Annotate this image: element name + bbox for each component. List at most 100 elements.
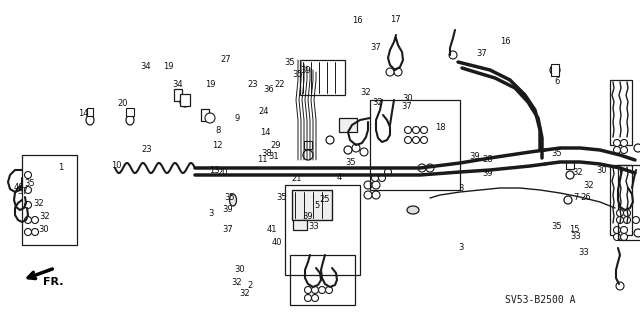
- Circle shape: [24, 172, 31, 179]
- Text: 12: 12: [212, 141, 223, 150]
- Circle shape: [623, 217, 630, 224]
- Circle shape: [404, 137, 412, 144]
- Text: 32: 32: [372, 98, 383, 107]
- Text: 39: 39: [470, 152, 480, 161]
- Text: 33: 33: [308, 222, 319, 231]
- Text: 15: 15: [570, 225, 580, 234]
- Bar: [180, 94, 190, 106]
- Text: 8: 8: [215, 126, 220, 135]
- Text: 24: 24: [259, 107, 269, 116]
- Ellipse shape: [230, 194, 237, 206]
- Text: 23: 23: [248, 80, 258, 89]
- Bar: [618, 165, 640, 240]
- Circle shape: [344, 146, 352, 154]
- Text: 39: 39: [302, 212, 312, 221]
- Circle shape: [326, 136, 334, 144]
- Text: 16: 16: [352, 16, 362, 25]
- Text: 18: 18: [435, 123, 445, 132]
- Text: 33: 33: [579, 248, 589, 256]
- Text: 27: 27: [220, 55, 230, 63]
- Circle shape: [372, 191, 380, 199]
- Bar: [293, 220, 307, 230]
- Text: 16: 16: [500, 37, 511, 46]
- Text: 26: 26: [580, 193, 591, 202]
- Text: 37: 37: [17, 187, 28, 196]
- Text: 32: 32: [33, 199, 44, 208]
- Text: 11: 11: [257, 155, 268, 164]
- Circle shape: [614, 234, 621, 241]
- Text: 20: 20: [118, 99, 128, 108]
- Text: 30: 30: [38, 225, 49, 234]
- Circle shape: [180, 97, 190, 107]
- Text: 10: 10: [111, 161, 122, 170]
- Text: 9: 9: [234, 114, 239, 122]
- Bar: [292, 190, 332, 220]
- Text: 3: 3: [458, 243, 463, 252]
- Text: 32: 32: [40, 212, 50, 221]
- Bar: [551, 64, 559, 76]
- Circle shape: [614, 146, 621, 153]
- Bar: [610, 80, 632, 145]
- Text: 37: 37: [476, 49, 486, 58]
- Circle shape: [621, 234, 627, 241]
- Text: 3: 3: [209, 209, 214, 218]
- Bar: [174, 89, 182, 101]
- Circle shape: [634, 144, 640, 152]
- Circle shape: [621, 226, 627, 234]
- Text: 28: 28: [483, 155, 493, 164]
- Text: 14: 14: [260, 128, 271, 137]
- Circle shape: [614, 139, 621, 146]
- Circle shape: [632, 217, 639, 224]
- Text: 3: 3: [458, 184, 463, 193]
- Text: 6: 6: [554, 77, 559, 86]
- Circle shape: [312, 294, 319, 301]
- Bar: [610, 165, 632, 235]
- Circle shape: [372, 181, 380, 189]
- Circle shape: [31, 228, 38, 235]
- Text: 37: 37: [402, 102, 412, 111]
- Circle shape: [449, 51, 457, 59]
- Circle shape: [616, 210, 623, 217]
- Circle shape: [364, 191, 372, 199]
- Text: 41: 41: [267, 225, 277, 234]
- Text: 35: 35: [224, 193, 234, 202]
- Text: 35: 35: [346, 158, 356, 167]
- Circle shape: [385, 168, 392, 175]
- Circle shape: [550, 65, 560, 75]
- Circle shape: [319, 286, 326, 293]
- Bar: [201, 109, 209, 121]
- Bar: [339, 118, 357, 132]
- Text: 33: 33: [571, 232, 581, 241]
- Circle shape: [364, 181, 372, 189]
- Circle shape: [616, 282, 624, 290]
- Circle shape: [394, 68, 402, 76]
- Text: 19: 19: [205, 80, 215, 89]
- Text: 32: 32: [232, 278, 242, 287]
- Text: 35: 35: [276, 193, 287, 202]
- Circle shape: [24, 228, 31, 235]
- Text: 17: 17: [390, 15, 401, 24]
- Text: 40: 40: [271, 238, 282, 247]
- Circle shape: [305, 294, 312, 301]
- Bar: [285, 185, 360, 275]
- Text: 32: 32: [239, 289, 250, 298]
- Text: 35: 35: [292, 70, 303, 79]
- Text: 14: 14: [78, 109, 88, 118]
- Circle shape: [352, 144, 360, 152]
- Circle shape: [305, 286, 312, 293]
- Circle shape: [312, 286, 319, 293]
- Bar: [290, 255, 355, 305]
- Text: 32: 32: [361, 88, 371, 97]
- Circle shape: [420, 137, 428, 144]
- Circle shape: [31, 217, 38, 224]
- Circle shape: [616, 217, 623, 224]
- Circle shape: [404, 127, 412, 133]
- Text: 30: 30: [596, 166, 607, 175]
- Text: 32: 32: [572, 168, 582, 177]
- Circle shape: [371, 174, 378, 182]
- Circle shape: [360, 148, 368, 156]
- Circle shape: [386, 68, 394, 76]
- Bar: [87, 108, 93, 116]
- Circle shape: [24, 202, 31, 209]
- Circle shape: [418, 164, 426, 172]
